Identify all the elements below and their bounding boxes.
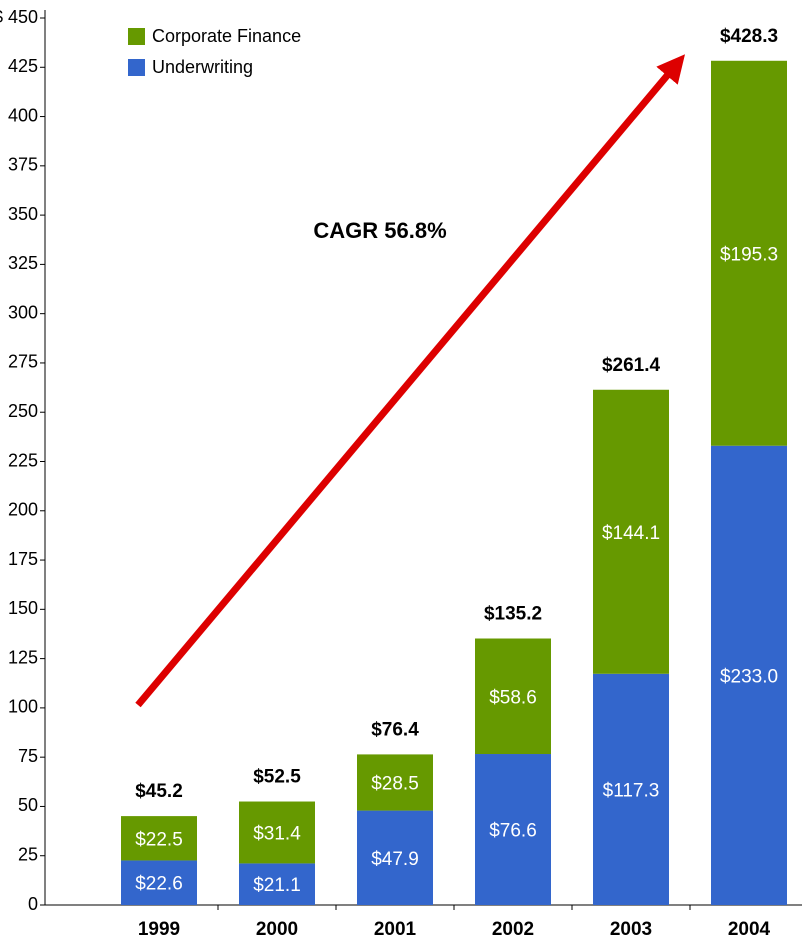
bar-segment	[593, 673, 669, 905]
legend-label: Corporate Finance	[152, 26, 301, 46]
y-tick-label: 100	[8, 697, 38, 717]
y-tick-label: 75	[18, 746, 38, 766]
bar-segment	[711, 60, 787, 446]
y-tick-label: 225	[8, 450, 38, 470]
y-tick-label: 300	[8, 302, 38, 322]
segment-label: $144.1	[602, 523, 660, 544]
y-tick-label: 375	[8, 155, 38, 175]
legend-label: Underwriting	[152, 57, 253, 77]
bar-segment	[121, 860, 197, 905]
y-tick-label: 325	[8, 253, 38, 273]
bar-segment	[239, 801, 315, 864]
legend-swatch	[128, 28, 145, 45]
segment-label: $58.6	[489, 687, 537, 708]
x-tick-label: 2000	[256, 919, 298, 940]
y-tick-label: 275	[8, 352, 38, 372]
annotation: CAGR 56.8%	[313, 218, 446, 243]
bar-segment	[593, 389, 669, 674]
bar-segment	[357, 754, 433, 811]
segment-label: $233.0	[720, 666, 778, 687]
bar-segment	[239, 863, 315, 905]
segment-label: $21.1	[253, 875, 301, 896]
x-tick-label: 2003	[610, 919, 652, 940]
y-tick-label: 125	[8, 647, 38, 667]
y-tick-label: 350	[8, 204, 38, 224]
legend-swatch	[128, 59, 145, 76]
total-label: $261.4	[602, 355, 661, 376]
y-tick-label: 250	[8, 401, 38, 421]
y-tick-label: 425	[8, 56, 38, 76]
y-tick-label: 400	[8, 105, 38, 125]
x-tick-label: 2004	[728, 919, 771, 940]
x-tick-label: 2001	[374, 919, 417, 940]
growth-arrow	[135, 54, 686, 708]
y-tick-label: 50	[18, 795, 38, 815]
bar-segment	[121, 816, 197, 861]
x-tick-label: 2002	[492, 919, 534, 940]
y-tick-label: $ 450	[0, 7, 38, 27]
y-tick-label: 200	[8, 500, 38, 520]
segment-label: $47.9	[371, 849, 419, 870]
segment-label: $31.4	[253, 823, 301, 844]
total-label: $45.2	[135, 781, 183, 802]
segment-label: $28.5	[371, 774, 419, 795]
y-tick-label: 150	[8, 598, 38, 618]
bar-segment	[475, 754, 551, 905]
segment-label: $22.5	[135, 829, 183, 850]
x-tick-label: 1999	[138, 919, 180, 940]
segment-label: $195.3	[720, 244, 778, 265]
y-tick-label: 25	[18, 844, 38, 864]
bar-segment	[711, 445, 787, 905]
segment-label: $76.6	[489, 821, 537, 842]
total-label: $52.5	[253, 767, 301, 788]
total-label: $428.3	[720, 26, 778, 47]
y-tick-label: 175	[8, 549, 38, 569]
bar-segment	[475, 638, 551, 755]
bar-segment	[357, 810, 433, 905]
total-label: $76.4	[371, 719, 419, 740]
segment-label: $117.3	[603, 780, 660, 801]
segment-label: $22.6	[135, 874, 183, 895]
total-label: $135.2	[484, 604, 542, 625]
y-tick-label: 0	[28, 894, 38, 914]
